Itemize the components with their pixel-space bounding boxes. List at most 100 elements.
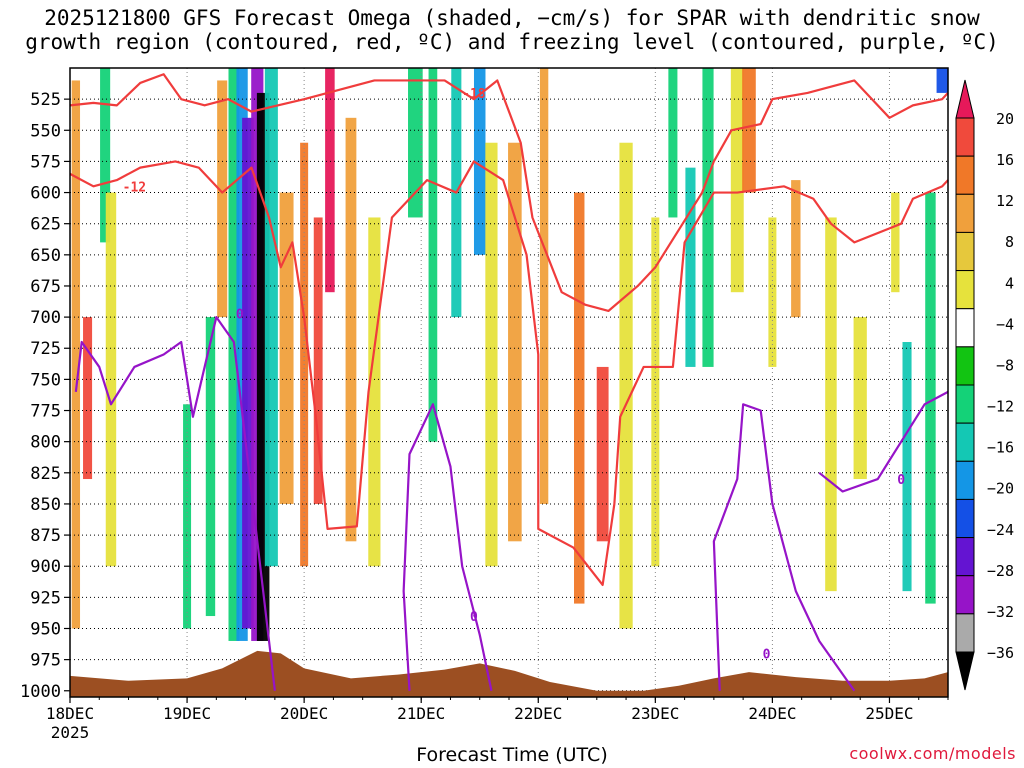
colorbar-label: −8 xyxy=(996,356,1014,374)
dgz-contour-label: -18 xyxy=(462,87,486,102)
omega-band xyxy=(925,192,936,604)
colorbar-box xyxy=(955,613,975,653)
colorbar-label: −28 xyxy=(987,562,1014,580)
y-tick-label: 775 xyxy=(30,402,61,422)
freezing-contour-label: 0 xyxy=(236,307,244,322)
y-tick-label: 600 xyxy=(30,184,61,204)
freezing-contour: 0 xyxy=(402,403,493,691)
colorbar-box xyxy=(955,308,975,348)
colorbar-box xyxy=(955,117,975,157)
dgz-contour-label: -12 xyxy=(123,180,146,195)
colorbar-label: −20 xyxy=(987,480,1014,498)
omega-band xyxy=(325,68,335,293)
y-tick-label: 700 xyxy=(30,308,61,328)
freezing-contour-line xyxy=(402,403,493,691)
colorbar-box xyxy=(955,422,975,462)
omega-band xyxy=(428,68,438,442)
credit-link[interactable]: coolwx.com/models xyxy=(849,744,1016,763)
omega-band xyxy=(408,68,423,218)
colorbar-label: 4 xyxy=(1005,274,1014,292)
omega-band xyxy=(473,68,486,255)
dgz-contour: -12 xyxy=(69,160,949,587)
x-axis-label: Forecast Time (UTC) xyxy=(416,744,608,766)
omega-band xyxy=(242,117,254,629)
omega-band xyxy=(217,80,228,318)
x-tick-label: 18DEC xyxy=(46,704,94,723)
omega-band xyxy=(853,317,867,480)
y-tick-label: 750 xyxy=(30,370,61,390)
colorbar-label: 12 xyxy=(996,192,1014,210)
y-tick-label: 975 xyxy=(30,651,61,671)
colorbar-label: 20 xyxy=(996,110,1014,128)
freezing-contour-label: 0 xyxy=(470,610,478,625)
x-tick-label: 19DEC xyxy=(163,704,211,723)
chart-title-line-1: 2025121800 GFS Forecast Omega (shaded, −… xyxy=(44,6,980,30)
omega-band xyxy=(485,142,498,567)
y-tick-label: 650 xyxy=(30,246,61,266)
colorbar-label: −4 xyxy=(996,315,1014,333)
y-tick-label: 625 xyxy=(30,215,61,235)
colorbar-box xyxy=(955,346,975,386)
y-tick-label: 725 xyxy=(30,339,61,359)
omega-band xyxy=(71,80,81,629)
omega-band xyxy=(668,68,678,218)
x-tick-label: 22DEC xyxy=(514,704,562,723)
x-tick-label: 23DEC xyxy=(631,704,679,723)
colorbar-box xyxy=(955,193,975,233)
dgz-contour: -18 xyxy=(69,73,949,312)
y-tick-label: 925 xyxy=(30,588,61,608)
colorbar-box xyxy=(955,537,975,577)
omega-band xyxy=(228,68,240,641)
colorbar: 20 16 12 8 4 −4 −8 −12 −16 −20 −24 −28 −32 −36 xyxy=(955,79,1014,691)
omega-band xyxy=(539,68,549,504)
y-tick-label: 550 xyxy=(30,121,61,141)
freezing-contour-line xyxy=(74,316,276,691)
omega-band xyxy=(574,192,585,604)
x-axis: 18DEC 19DEC 20DEC 21DEC 22DEC 23DEC 24DEC 25DEC… xyxy=(46,697,949,742)
omega-band xyxy=(83,317,93,480)
x-tick-label: 24DEC xyxy=(748,704,796,723)
colorbar-label: −32 xyxy=(987,603,1014,621)
freezing-contour-line xyxy=(712,403,856,692)
colorbar-label: 16 xyxy=(996,151,1014,169)
y-axis: 525 550 575 600 625 650 675 700 725 750 775 800 825 8… xyxy=(20,90,70,702)
colorbar-label: 8 xyxy=(1005,233,1014,251)
omega-band xyxy=(205,317,216,617)
omega-band xyxy=(300,142,309,567)
chart-title: 2025121800 GFS Forecast Omega (shaded, −… xyxy=(0,6,1024,54)
omega-band xyxy=(891,192,900,293)
freezing-contour: 0 xyxy=(818,390,949,493)
omega-band xyxy=(619,142,633,629)
colorbar-box xyxy=(955,384,975,424)
colorbar-label: −16 xyxy=(987,439,1014,457)
freezing-contour: 0 xyxy=(712,403,856,692)
omega-band xyxy=(702,68,714,367)
omega-band xyxy=(596,366,609,542)
colorbar-box xyxy=(955,155,975,195)
y-tick-label: 950 xyxy=(30,619,61,639)
colorbar-box xyxy=(955,498,975,539)
terrain xyxy=(70,650,948,697)
freezing-contour-line xyxy=(818,390,949,493)
omega-band xyxy=(825,217,837,592)
omega-band xyxy=(368,217,381,567)
dgz-contour-line xyxy=(69,73,949,312)
freezing-contour: 0 xyxy=(74,307,276,691)
omega-band xyxy=(345,117,357,542)
colorbar-arrow-bottom xyxy=(955,651,975,691)
freezing-contour-label: 0 xyxy=(763,647,771,662)
x-tick-label: 25DEC xyxy=(865,704,913,723)
y-tick-label: 675 xyxy=(30,277,61,297)
y-tick-label: 875 xyxy=(30,526,61,546)
colorbar-box xyxy=(955,231,975,272)
omega-band xyxy=(100,68,111,243)
y-tick-label: 825 xyxy=(30,464,61,484)
omega-band xyxy=(236,68,248,641)
y-tick-label: 800 xyxy=(30,433,61,453)
omega-band xyxy=(651,217,660,567)
omega-band xyxy=(313,217,323,504)
colorbar-label: −36 xyxy=(987,644,1014,662)
omega-band xyxy=(685,167,696,367)
colorbar-box xyxy=(955,575,975,615)
